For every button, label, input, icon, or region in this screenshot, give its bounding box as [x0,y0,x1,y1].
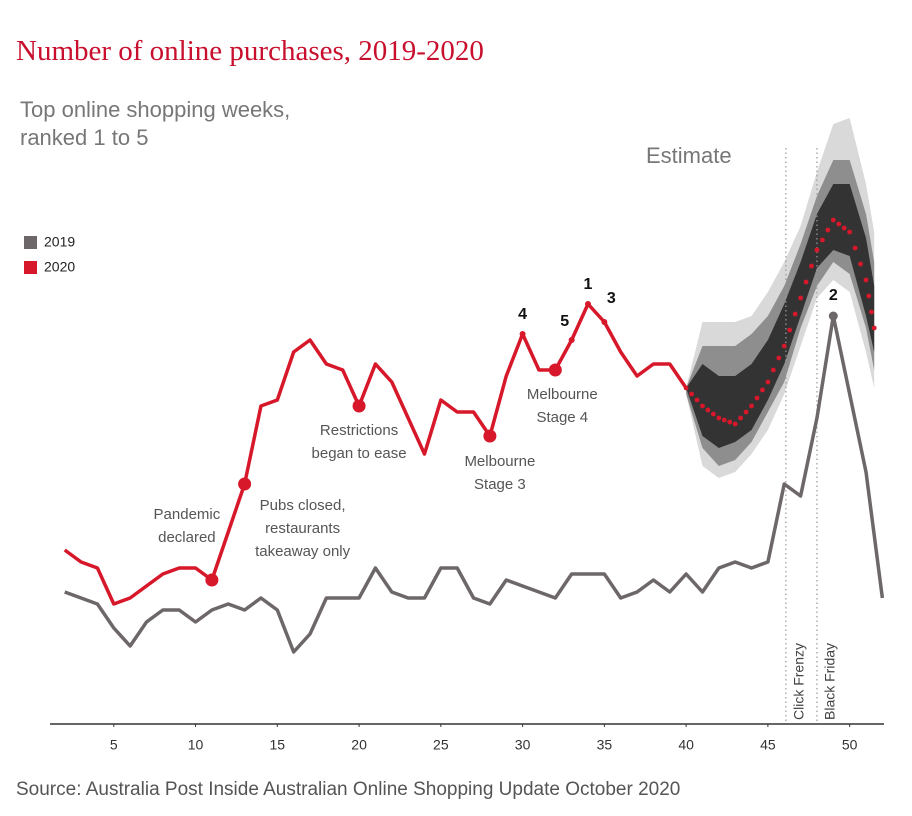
annotation: Melbourne [464,453,535,470]
x-tick-label: 45 [760,737,776,753]
rank-label: 4 [518,306,527,323]
annotation: Stage 4 [536,409,588,426]
estimate-band [686,184,875,448]
estimate-point [781,343,787,349]
event-point [352,399,366,413]
annotation: Restrictions [320,422,398,439]
rank-point [568,337,575,343]
event-point [205,573,219,587]
estimate-dot [825,227,831,233]
subtitle: ranked 1 to 5 [20,125,148,150]
estimate-dot [792,311,798,317]
legend-label: 2020 [44,259,75,275]
estimate-dot [809,263,814,269]
annotation: Pubs closed, [260,497,346,514]
estimate-dot [694,397,700,403]
annotation: Melbourne [527,386,598,403]
estimate-point [814,247,820,253]
estimate-dot [841,225,847,231]
annotation: declared [158,529,216,546]
estimate-dot [754,395,760,401]
legend-label: 2019 [44,234,75,250]
source: Source: Australia Post Inside Australian… [16,779,680,800]
estimate-point [732,421,738,427]
rank-label: 5 [560,313,569,330]
estimate-point [683,385,689,391]
rank-label: 1 [584,276,593,293]
estimate-dot [869,309,874,315]
estimate-dot [836,221,842,227]
x-tick-label: 35 [597,737,613,753]
estimate-dot [858,261,863,267]
event-point [483,429,497,443]
rank-point [828,311,838,321]
estimate-dot [866,293,872,299]
legend-swatch [24,236,37,249]
estimate-dot [803,279,809,285]
estimate-dot [787,327,793,333]
estimate-point [798,295,803,301]
x-tick-label: 10 [188,737,204,753]
annotation: restaurants [265,520,340,537]
subtitle: Top online shopping weeks, [20,97,290,122]
rank-point [585,301,592,307]
event-label: Click Frenzy [791,643,807,720]
event-point [548,363,562,377]
estimate-dot [727,419,733,425]
x-tick-label: 40 [678,737,694,753]
series-line [64,314,885,654]
x-tick-label: 25 [433,737,449,753]
estimate-dot [738,415,744,421]
series-line [63,302,688,606]
x-tick-label: 30 [515,737,531,753]
annotation: Stage 3 [474,476,526,493]
rank-point [519,331,526,337]
estimate-point [871,325,877,331]
estimate-dot [760,387,765,393]
event-point [238,477,252,491]
x-tick-label: 20 [351,737,367,753]
estimate-point [765,379,771,385]
rank-label: 2 [829,287,838,304]
estimate-dot [770,367,776,373]
estimate-point [847,229,853,235]
annotation: takeaway only [255,543,351,560]
estimate-dot [852,245,858,251]
x-tick-label: 15 [270,737,286,753]
x-tick-label: 5 [110,737,118,753]
estimate-dot [743,409,749,415]
estimate-dot [776,355,782,361]
rank-point [601,319,608,325]
chart-title: Number of online purchases, 2019-2020 [16,35,484,67]
estimate-dot [689,391,694,397]
estimate-dot [705,407,711,413]
estimate-point [716,415,722,421]
estimate-dot [721,417,727,423]
annotation: began to ease [312,445,407,462]
rank-label: 3 [607,290,616,307]
estimate-point [863,277,869,283]
legend-swatch [24,261,37,274]
x-tick-label: 50 [842,737,858,753]
annotation: Pandemic [154,506,221,523]
estimate-point [700,403,705,409]
estimate-point [830,217,836,223]
estimate-label: Estimate [646,143,732,168]
estimate-dot [820,237,825,243]
event-label: Black Friday [822,643,838,720]
estimate-dot [710,411,716,417]
estimate-point [749,403,754,409]
